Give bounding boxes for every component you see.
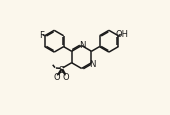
Text: N: N	[79, 41, 85, 49]
Text: O: O	[62, 73, 69, 82]
Text: O: O	[54, 73, 61, 82]
Text: OH: OH	[115, 30, 128, 39]
Text: N: N	[90, 59, 96, 68]
Text: S: S	[58, 65, 64, 74]
Text: F: F	[39, 30, 44, 39]
